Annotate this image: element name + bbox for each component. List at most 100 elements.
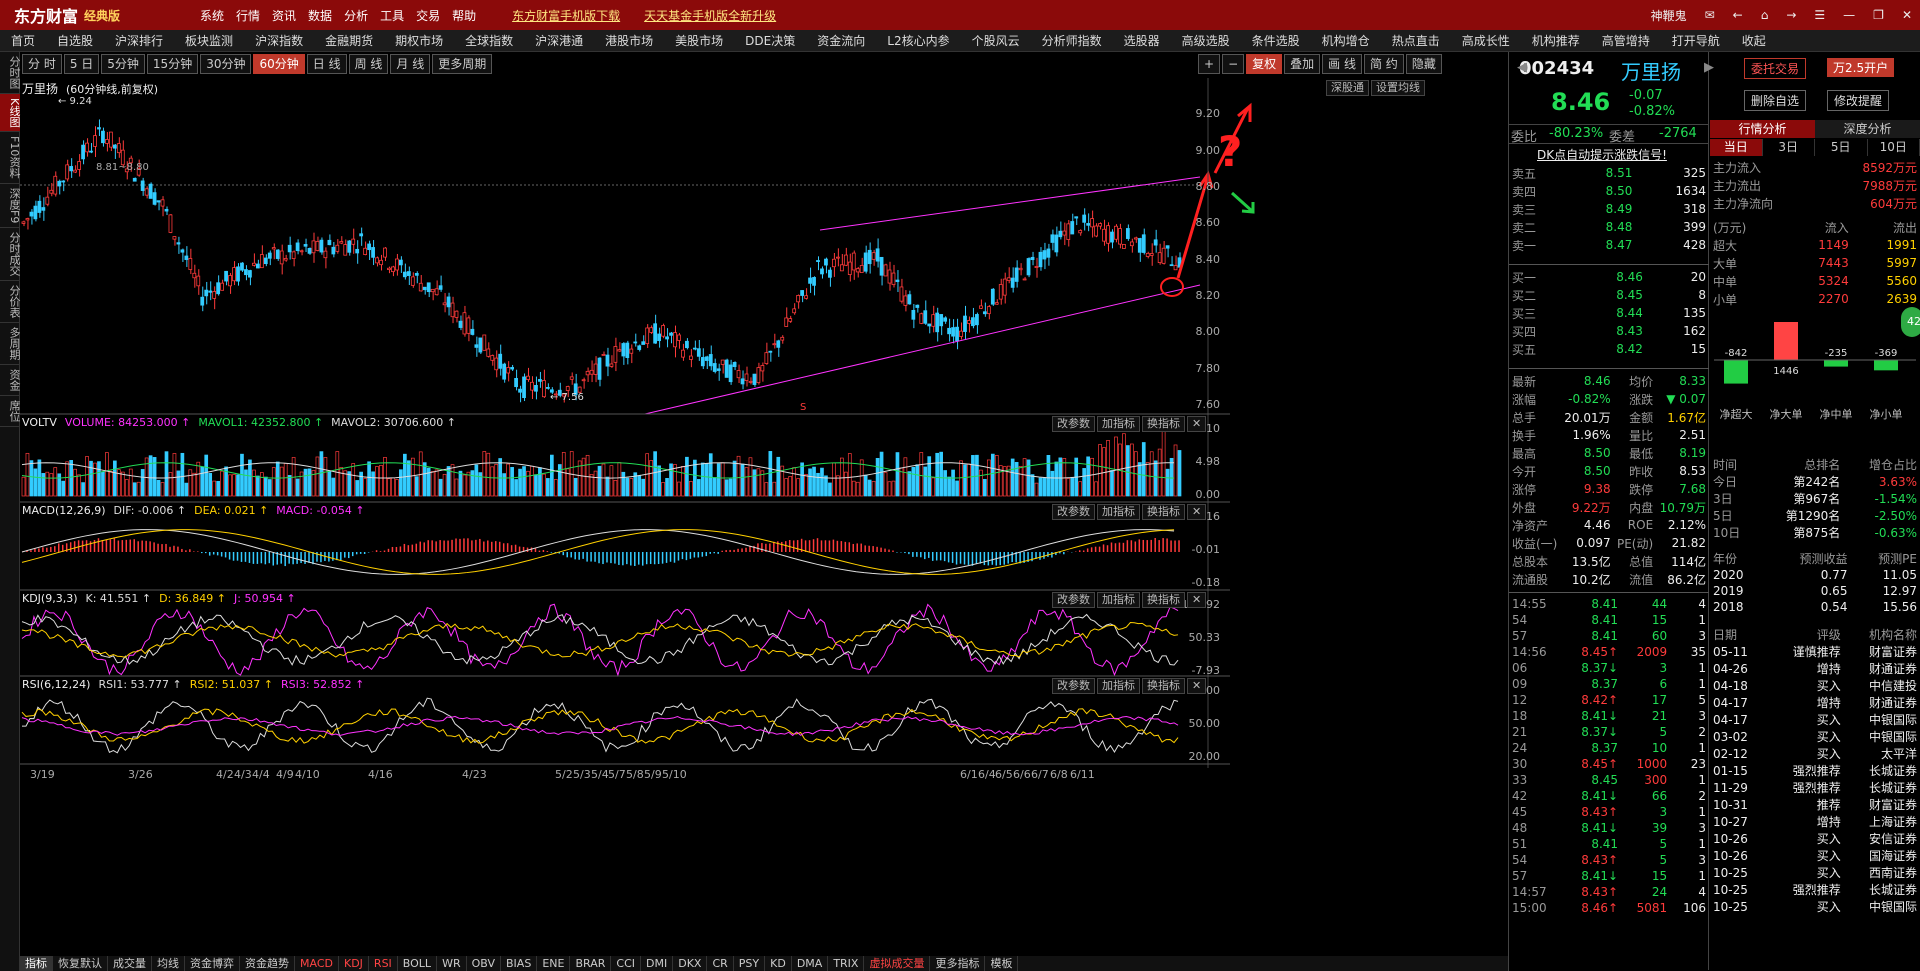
indicator-tab-14[interactable]: BRAR <box>570 956 612 971</box>
indicator-tab-10[interactable]: WR <box>437 956 467 971</box>
nav-item-23[interactable]: 高管增持 <box>1601 34 1650 48</box>
period-button-1[interactable]: 5 日 <box>63 54 100 74</box>
indicator-tab-24[interactable]: 更多指标 <box>930 956 986 971</box>
nav-item-4[interactable]: 沪深指数 <box>255 34 304 48</box>
home-icon[interactable]: ⌂ <box>1760 8 1769 22</box>
kdj-close-icon[interactable]: ✕ <box>1187 592 1207 608</box>
hk-connect-button[interactable]: 深股通 <box>1326 80 1369 96</box>
day-tab-2[interactable]: 5日 <box>1815 139 1868 156</box>
nav-item-13[interactable]: L2核心内参 <box>887 34 950 48</box>
fund-upgrade-link[interactable]: 天天基金手机版全新升级 <box>644 8 777 23</box>
menu-0[interactable]: 系统 <box>200 8 225 23</box>
day-tab-1[interactable]: 3日 <box>1763 139 1815 156</box>
menu-7[interactable]: 帮助 <box>452 8 477 23</box>
indicator-tab-16[interactable]: DMI <box>641 956 674 971</box>
kdj-btn-1[interactable]: 加指标 <box>1097 592 1140 608</box>
nav-item-1[interactable]: 自选股 <box>57 34 94 48</box>
forward-icon[interactable]: → <box>1786 8 1797 22</box>
tool-button-4[interactable]: 画 线 <box>1322 54 1362 74</box>
sidebar-item-3[interactable]: 深度F9 <box>0 184 21 228</box>
period-button-5[interactable]: 60分钟 <box>253 54 305 74</box>
indicator-tab-1[interactable]: 恢复默认 <box>53 956 108 971</box>
indicator-tab-19[interactable]: PSY <box>734 956 766 971</box>
nav-item-25[interactable]: 收起 <box>1741 34 1766 48</box>
sidebar-item-1[interactable]: K线图 <box>0 94 21 133</box>
indicator-tab-20[interactable]: KD <box>765 956 792 971</box>
rsi-btn-2[interactable]: 换指标 <box>1142 678 1185 694</box>
nav-item-12[interactable]: 资金流向 <box>817 34 866 48</box>
chart-canvas[interactable]: ? ← 9.24 ← 7.56 8.81~8.80 S 3/19 3/26 4/2 4/3 4/4… <box>20 78 1480 958</box>
nav-item-8[interactable]: 沪深港通 <box>535 34 584 48</box>
indicator-tab-7[interactable]: KDJ <box>339 956 369 971</box>
indicator-tab-3[interactable]: 均线 <box>152 956 185 971</box>
macd-btn-1[interactable]: 加指标 <box>1097 504 1140 520</box>
indicator-tab-23[interactable]: 虚拟成交量 <box>864 956 931 971</box>
mobile-download-link[interactable]: 东方财富手机版下载 <box>512 8 621 23</box>
back-icon[interactable]: ← <box>1732 8 1743 22</box>
nav-item-17[interactable]: 高级选股 <box>1181 34 1230 48</box>
nav-item-7[interactable]: 全球指数 <box>465 34 514 48</box>
remove-watchlist-button[interactable]: 删除自选 <box>1744 90 1807 111</box>
indicator-tab-6[interactable]: MACD <box>295 956 339 971</box>
nav-item-22[interactable]: 机构推荐 <box>1531 34 1580 48</box>
indicator-tab-22[interactable]: TRIX <box>828 956 865 971</box>
day-tab-0[interactable]: 当日 <box>1710 139 1763 156</box>
nav-item-5[interactable]: 金融期货 <box>325 34 374 48</box>
restore-icon[interactable]: ❐ <box>1873 8 1884 22</box>
rsi-btn-0[interactable]: 改参数 <box>1052 678 1095 694</box>
nav-item-11[interactable]: DDE决策 <box>745 34 796 48</box>
sidebar-item-2[interactable]: F10资料 <box>0 132 21 184</box>
period-button-2[interactable]: 5分钟 <box>101 54 145 74</box>
macd-close-icon[interactable]: ✕ <box>1187 504 1207 520</box>
menu-5[interactable]: 工具 <box>380 8 405 23</box>
menu-6[interactable]: 交易 <box>416 8 441 23</box>
indicator-tab-9[interactable]: BOLL <box>398 956 438 971</box>
nav-item-2[interactable]: 沪深排行 <box>115 34 164 48</box>
sidebar-item-6[interactable]: 多周期 <box>0 323 21 365</box>
nav-item-0[interactable]: 首页 <box>11 34 36 48</box>
tool-button-1[interactable]: − <box>1222 54 1245 74</box>
day-tab-3[interactable]: 10日 <box>1868 139 1920 156</box>
indicator-tab-25[interactable]: 模板 <box>985 956 1019 971</box>
indicator-tab-4[interactable]: 资金博弈 <box>185 956 240 971</box>
edit-alert-button[interactable]: 修改提醒 <box>1827 90 1890 111</box>
period-button-8[interactable]: 月 线 <box>390 54 431 74</box>
trade-button[interactable]: 委托交易 <box>1744 58 1807 79</box>
sidebar-item-4[interactable]: 分时成交 <box>0 228 21 281</box>
sidebar-item-7[interactable]: 资金 <box>0 365 21 396</box>
period-button-4[interactable]: 30分钟 <box>200 54 252 74</box>
sidebar-item-0[interactable]: 分时图 <box>0 52 21 94</box>
nav-item-19[interactable]: 机构增仓 <box>1321 34 1370 48</box>
ma-settings-button[interactable]: 设置均线 <box>1371 80 1425 96</box>
indicator-tab-12[interactable]: BIAS <box>501 956 538 971</box>
tool-button-5[interactable]: 简 约 <box>1363 54 1404 74</box>
open-account-button[interactable]: 万2.5开户 <box>1827 58 1895 77</box>
menu-2[interactable]: 资讯 <box>272 8 297 23</box>
tool-button-3[interactable]: 叠加 <box>1284 54 1321 74</box>
rsi-close-icon[interactable]: ✕ <box>1187 678 1207 694</box>
nav-item-6[interactable]: 期权市场 <box>395 34 444 48</box>
indicator-tab-8[interactable]: RSI <box>369 956 398 971</box>
indicator-tab-13[interactable]: ENE <box>537 956 571 971</box>
nav-item-20[interactable]: 热点直击 <box>1391 34 1440 48</box>
indicator-tab-0[interactable]: 指标 <box>20 956 53 971</box>
period-button-7[interactable]: 周 线 <box>348 54 389 74</box>
close-icon[interactable]: ✕ <box>1901 8 1912 22</box>
sidebar-item-8[interactable]: 席位 <box>0 396 21 427</box>
indicator-tab-5[interactable]: 资金趋势 <box>240 956 295 971</box>
nav-item-18[interactable]: 条件选股 <box>1251 34 1300 48</box>
menu-icon[interactable]: ☰ <box>1814 8 1826 22</box>
float-badge[interactable]: 42 <box>1901 307 1920 337</box>
nav-item-9[interactable]: 港股市场 <box>605 34 654 48</box>
indicator-tab-11[interactable]: OBV <box>467 956 502 971</box>
period-button-3[interactable]: 15分钟 <box>146 54 199 74</box>
dk-signal-link[interactable]: DK点自动提示涨跌信号! <box>1537 148 1667 162</box>
tab-market-analysis[interactable]: 行情分析 <box>1710 120 1815 138</box>
menu-4[interactable]: 分析 <box>344 8 369 23</box>
vol-btn-0[interactable]: 改参数 <box>1052 416 1095 432</box>
vol-close-icon[interactable]: ✕ <box>1187 416 1207 432</box>
period-button-9[interactable]: 更多周期 <box>432 54 493 74</box>
tab-deep-analysis[interactable]: 深度分析 <box>1815 120 1920 138</box>
user-name[interactable]: 神鞭鬼 <box>1650 8 1687 23</box>
vol-btn-2[interactable]: 换指标 <box>1142 416 1185 432</box>
